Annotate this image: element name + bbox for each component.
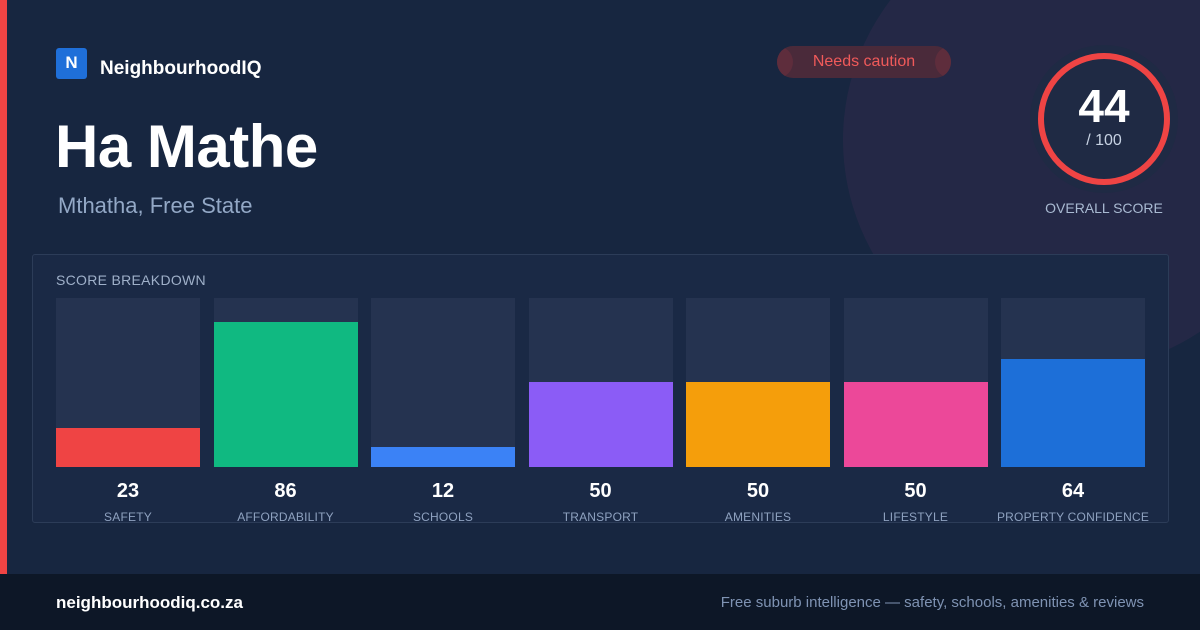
bar-track: [371, 298, 515, 467]
status-badge-label: Needs caution: [812, 53, 916, 70]
brand-logo-icon: N: [56, 47, 87, 79]
bar-value: 50: [746, 480, 770, 502]
score-ring-arc: [1038, 53, 1170, 185]
overall-score-ring: 44 / 100: [1030, 45, 1178, 193]
bar-value: 86: [274, 480, 297, 502]
bar-value: 12: [431, 480, 455, 502]
bar-fill: [213, 322, 358, 467]
score-breakdown-panel: SCORE BREAKDOWN 23 SAFETY 86 AFFORDABILITY 1…: [32, 254, 1169, 524]
bar-value: 23: [116, 480, 140, 502]
bar-fill: [56, 428, 200, 467]
bar-label: SCHOOLS: [412, 510, 474, 524]
footer-tagline: Free suburb intelligence — safety, schoo…: [720, 594, 1144, 611]
overall-score-label: OVERALL SCORE: [1045, 200, 1163, 216]
badge-edge-right: [935, 46, 951, 78]
bar-fill: [371, 447, 515, 467]
suburb-title: Ha Mathe: [55, 113, 318, 180]
score-ring-svg: [1030, 45, 1178, 193]
bar-track: [686, 298, 830, 467]
brand-name: NeighbourhoodIQ: [100, 58, 262, 79]
bar-track: [1001, 298, 1145, 467]
bar-value: 64: [1061, 480, 1085, 502]
bar-value: 50: [589, 480, 612, 502]
overall-score-value: 44: [1078, 80, 1130, 132]
bar-track: [56, 298, 200, 467]
bar-label: AFFORDABILITY: [237, 510, 334, 524]
bar-track: [843, 298, 988, 467]
brand: N NeighbourhoodIQ: [56, 46, 261, 80]
breakdown-title: SCORE BREAKDOWN: [56, 272, 206, 288]
bar-track: [213, 298, 358, 467]
bar-fill: [843, 382, 988, 467]
bar-fill: [528, 382, 673, 467]
status-badge: Needs caution: [777, 46, 951, 78]
accent-strip: [0, 0, 7, 574]
badge-edge-left: [777, 46, 793, 78]
footer: neighbourhoodiq.co.za Free suburb intell…: [0, 574, 1200, 630]
suburb-location: Mthatha, Free State: [58, 193, 253, 218]
bar-label: AMENITIES: [724, 510, 792, 524]
overall-score-max: / 100: [1086, 132, 1122, 149]
bar-label: PROPERTY CONFIDENCE: [996, 510, 1150, 524]
bar-fill: [686, 382, 830, 467]
bar-track: [528, 298, 673, 467]
score-ring-background: [1030, 45, 1178, 193]
footer-domain: neighbourhoodiq.co.za: [56, 593, 243, 612]
bar-label: SAFETY: [104, 510, 152, 524]
bar-label: LIFESTYLE: [882, 510, 949, 524]
share-card: N NeighbourhoodIQ Ha Mathe Mthatha, Free…: [0, 0, 1200, 574]
bar-label: TRANSPORT: [562, 510, 639, 524]
bar-fill: [1001, 359, 1145, 467]
bar-value: 50: [904, 480, 927, 502]
